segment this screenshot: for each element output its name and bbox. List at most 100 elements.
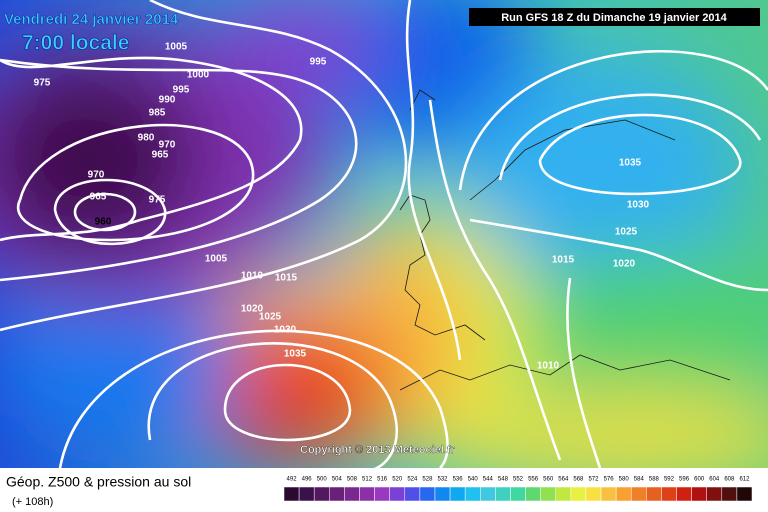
legend-swatch (313, 486, 330, 502)
legend-label: 592 (664, 477, 675, 483)
legend-label: 516 (377, 477, 388, 483)
isobar-label: 1010 (537, 361, 560, 372)
legend-swatch (540, 486, 556, 502)
isobar-label: 965 (152, 150, 169, 161)
legend-swatch (374, 486, 390, 502)
legend-swatch (510, 486, 526, 502)
legend-label: 504 (332, 477, 343, 483)
legend-label: 600 (694, 477, 705, 483)
footer-title: Géop. Z500 & pression au sol (6, 474, 191, 490)
isobar-label: 975 (149, 195, 166, 206)
isobar-label: 995 (310, 57, 327, 68)
copyright: Copyright © 2013 Meteociel.fr (300, 444, 456, 456)
isobar-label: 965 (90, 192, 107, 203)
legend-swatch (404, 486, 421, 502)
legend-label: 520 (392, 477, 403, 483)
legend-swatch (449, 486, 466, 502)
legend-label: 584 (634, 477, 645, 483)
isobar-label: 980 (138, 133, 155, 144)
isobar-label: 970 (88, 170, 105, 181)
legend-swatch (600, 486, 617, 502)
isobar-label: 1000 (187, 70, 210, 81)
legend-swatch (706, 486, 723, 502)
legend-label: 576 (604, 477, 615, 483)
legend-swatch (646, 486, 662, 502)
legend-swatch (736, 486, 753, 502)
legend-swatch (721, 486, 738, 502)
legend-label: 536 (453, 477, 464, 483)
legend-label: 508 (347, 477, 358, 483)
isobar-label: 1005 (165, 42, 188, 53)
legend-swatch (344, 486, 360, 502)
isobars (0, 0, 768, 468)
isobar-label: 1005 (205, 254, 228, 265)
isobar-label: 1020 (241, 304, 264, 315)
legend-label: 552 (513, 477, 524, 483)
isobar-label: 985 (149, 108, 166, 119)
legend-swatch (480, 486, 496, 502)
legend-label: 580 (619, 477, 630, 483)
legend-swatch (585, 486, 602, 502)
isobar-label: 960 (95, 217, 112, 228)
legend-swatch (691, 486, 707, 502)
legend-swatch (434, 486, 451, 502)
legend-swatch (661, 486, 677, 502)
legend-label: 564 (558, 477, 569, 483)
legend-label: 500 (317, 477, 328, 483)
legend-swatch (329, 486, 345, 502)
isobar-label: 1035 (284, 349, 307, 360)
footer: Géop. Z500 & pression au sol (+ 108h) 49… (6, 474, 753, 508)
legend-label: 612 (739, 477, 750, 483)
isobar-label: 975 (34, 78, 51, 89)
legend-swatch (419, 486, 436, 502)
run-info: Run GFS 18 Z du Dimanche 19 janvier 2014 (501, 12, 727, 24)
legend-label: 532 (438, 477, 449, 483)
legend-label: 556 (528, 477, 539, 483)
legend-swatch (464, 486, 481, 502)
legend-label: 512 (362, 477, 373, 483)
legend-label: 588 (649, 477, 660, 483)
legend-label: 496 (302, 477, 313, 483)
legend-swatch (676, 486, 692, 502)
isobar-label: 995 (173, 85, 190, 96)
legend-label: 604 (709, 477, 720, 483)
isobar-label: 990 (159, 95, 176, 106)
isobar-label: 1020 (613, 259, 636, 270)
isobar-label: 970 (159, 140, 176, 151)
legend-swatch (525, 486, 541, 502)
isobar-label: 1030 (627, 200, 650, 211)
isobar-label: 1015 (275, 273, 298, 284)
run-box (469, 8, 760, 26)
forecast-date: Vendredi 24 janvier 2014 (4, 11, 179, 28)
legend-label: 492 (287, 477, 298, 483)
legend-label: 540 (468, 477, 479, 483)
footer-lead: (+ 108h) (12, 496, 53, 508)
legend-swatch (283, 486, 300, 502)
legend-label: 608 (724, 477, 735, 483)
legend-label: 548 (498, 477, 509, 483)
legend-swatch (298, 486, 315, 502)
weather-map: 1005995975100099599098598097096597096596… (0, 0, 768, 468)
legend-swatch (630, 486, 647, 502)
legend-swatch (555, 486, 572, 502)
legend-swatch (495, 486, 511, 502)
isobar-label: 1035 (619, 158, 642, 169)
isobar-label: 1030 (274, 325, 297, 336)
legend-swatch (389, 486, 406, 502)
legend-label: 568 (573, 477, 584, 483)
legend-label: 560 (543, 477, 554, 483)
isobar-label: 1025 (615, 227, 638, 238)
legend-swatch (359, 486, 375, 502)
legend-label: 572 (588, 477, 599, 483)
forecast-time: 7:00 locale (22, 32, 129, 55)
legend-swatch (570, 486, 587, 502)
legend-label: 596 (679, 477, 690, 483)
legend-swatch (615, 486, 632, 502)
isobar-label: 1015 (552, 255, 575, 266)
legend-label: 524 (407, 477, 418, 483)
legend-label: 544 (483, 477, 494, 483)
isobar-label: 1025 (259, 312, 282, 323)
isobar-label: 1010 (241, 271, 264, 282)
legend-label: 528 (422, 477, 433, 483)
